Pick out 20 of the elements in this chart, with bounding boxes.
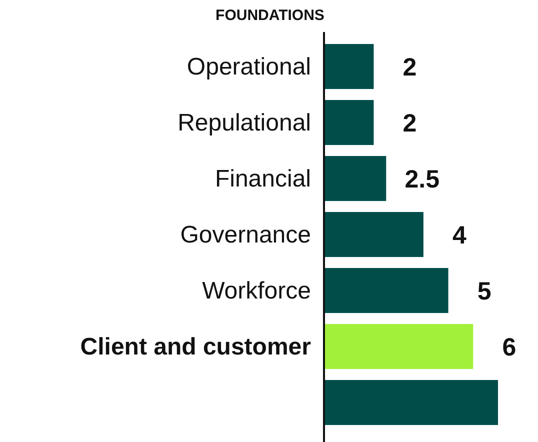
- data-label: 2: [402, 110, 417, 138]
- bar: [324, 268, 448, 313]
- y-tick-label: Financial: [214, 166, 311, 192]
- data-label: 5: [477, 278, 492, 306]
- bar: [324, 100, 374, 145]
- bar: [324, 380, 498, 425]
- bar: [324, 324, 474, 369]
- bar: [324, 44, 374, 89]
- bar: [324, 212, 424, 257]
- data-label: 2: [402, 54, 417, 82]
- data-label: 4: [452, 222, 466, 250]
- y-tick-label: Workforce: [202, 278, 311, 304]
- y-tick-label: Repulational: [178, 110, 311, 136]
- chart-title: FOUNDATIONS: [216, 7, 324, 24]
- data-label: 2.5: [404, 166, 440, 194]
- data-label: 6: [502, 334, 516, 362]
- y-tick-label: Operational: [186, 54, 311, 80]
- bar: [324, 156, 386, 201]
- y-tick-label: Governance: [180, 222, 311, 248]
- y-tick-label: Client and customer: [80, 334, 311, 360]
